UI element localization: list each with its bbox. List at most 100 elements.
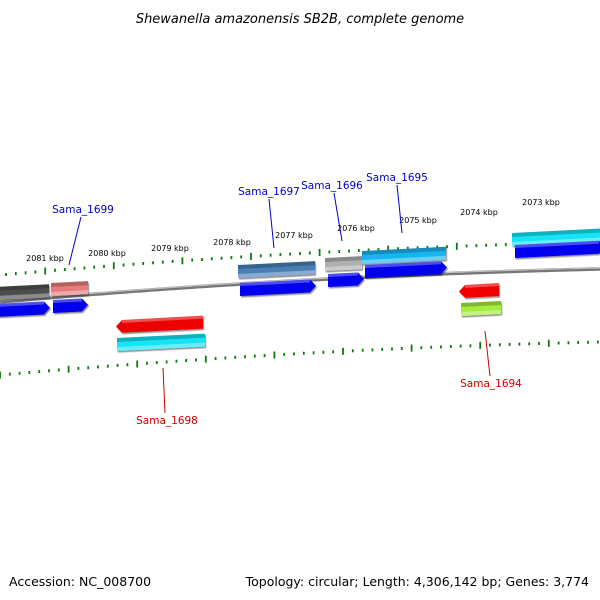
minor-tick [201,258,203,261]
reverse-minor-tick [508,342,511,346]
minor-tick [161,260,164,264]
major-tick [112,262,115,270]
minor-tick [83,266,86,270]
minor-tick [426,245,429,249]
reverse-minor-tick [430,345,433,349]
minor-tick [73,267,76,271]
reverse-minor-tick [587,340,589,344]
minor-tick [446,245,448,249]
gene-label: Sama_1697 [238,186,300,198]
reverse-major-tick [0,371,1,379]
minor-tick [416,246,419,250]
sky-blue-feature [362,246,446,264]
scale-tick-label: 2077 kbp [275,231,313,240]
minor-tick [357,249,360,252]
gene-label-leader [484,330,491,377]
light-gray-feature [325,256,362,271]
cds-arrow-1 [0,301,50,317]
reverse-minor-tick [596,340,599,344]
reverse-minor-tick [8,372,11,376]
minor-tick [338,250,341,253]
gene-label: Sama_1698 [136,415,198,427]
cds-arrow-2 [53,298,88,313]
gene-label: Sama_1694 [460,378,522,390]
reverse-minor-tick [244,355,246,359]
reverse-minor-tick [440,345,442,349]
reverse-minor-tick [97,365,99,369]
minor-tick [465,244,468,248]
minor-tick [210,257,213,261]
reverse-minor-tick [322,350,325,354]
minor-tick [14,272,17,276]
reverse-minor-tick [234,355,237,359]
cds-arrow-4 [328,272,364,287]
reverse-minor-tick [577,341,580,344]
minor-tick [289,252,292,256]
minor-tick [230,256,233,260]
reverse-minor-tick [332,350,335,354]
cds-arrow-1698 [116,315,203,333]
gene-label-leader [268,198,275,249]
scale-tick-label: 2076 kbp [337,224,375,233]
minor-tick [397,247,399,251]
reverse-minor-tick [28,371,31,374]
genome-stats-text: Topology: circular; Length: 4,306,142 bp… [245,574,589,589]
reverse-minor-tick [557,341,560,345]
minor-tick [54,268,56,272]
reverse-minor-tick [400,347,403,350]
reverse-minor-tick [420,346,423,350]
reverse-minor-tick [283,352,286,356]
reverse-minor-tick [146,361,148,365]
reverse-minor-tick [116,363,119,367]
scale-tick-label: 2081 kbp [26,254,64,263]
major-tick [318,249,321,256]
reverse-minor-tick [312,351,315,355]
reverse-minor-tick [391,347,393,351]
reverse-minor-tick [293,352,295,356]
major-tick [250,252,252,260]
scale-tick-label: 2078 kbp [213,238,251,247]
reverse-minor-tick [165,360,168,364]
lime-feature-reverse [461,301,501,316]
steel-blue-feature [238,261,315,278]
minor-tick [377,248,380,252]
cyan-feature [512,228,600,246]
minor-tick [152,261,154,265]
minor-tick [191,258,194,262]
reverse-minor-tick [126,363,129,367]
minor-tick [171,259,174,263]
map-title: Shewanella amazonensis SB2B, complete ge… [136,12,464,27]
reverse-minor-tick [459,344,462,348]
reverse-major-tick [136,360,139,368]
minor-tick [495,243,497,247]
gene-label-leader [396,184,403,234]
reverse-major-tick [479,341,482,349]
reverse-minor-tick [263,354,266,358]
reverse-minor-tick [489,343,491,347]
minor-tick [279,253,282,257]
reverse-minor-tick [38,370,41,374]
minor-tick [259,254,262,258]
reverse-minor-tick [18,371,21,375]
reverse-minor-tick [155,361,158,365]
minor-tick [485,243,488,247]
reverse-minor-tick [87,366,90,370]
minor-tick [24,271,27,275]
minor-tick [328,250,331,254]
reverse-major-tick [342,347,344,355]
scale-tick-label: 2075 kbp [399,216,437,225]
minor-tick [34,270,37,274]
reverse-minor-tick [48,369,50,373]
scale-tick-label: 2080 kbp [88,249,126,258]
gene-label: Sama_1699 [52,204,114,216]
reverse-scale-track [0,339,599,379]
minor-tick [348,249,350,253]
major-tick [455,242,458,250]
minor-tick [406,246,409,250]
cyan-feature-reverse [117,333,205,351]
reverse-minor-tick [302,351,305,355]
reverse-minor-tick [253,354,256,358]
minor-tick [367,248,370,252]
reverse-minor-tick [538,342,540,345]
